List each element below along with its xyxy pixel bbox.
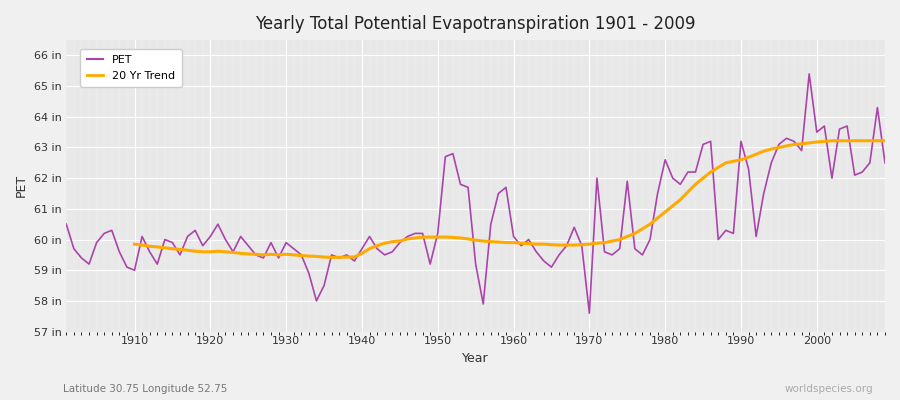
Text: worldspecies.org: worldspecies.org xyxy=(785,384,873,394)
Text: Latitude 30.75 Longitude 52.75: Latitude 30.75 Longitude 52.75 xyxy=(63,384,228,394)
X-axis label: Year: Year xyxy=(463,352,489,365)
Legend: PET, 20 Yr Trend: PET, 20 Yr Trend xyxy=(80,48,182,88)
Title: Yearly Total Potential Evapotranspiration 1901 - 2009: Yearly Total Potential Evapotranspiratio… xyxy=(256,15,696,33)
Y-axis label: PET: PET xyxy=(15,174,28,198)
